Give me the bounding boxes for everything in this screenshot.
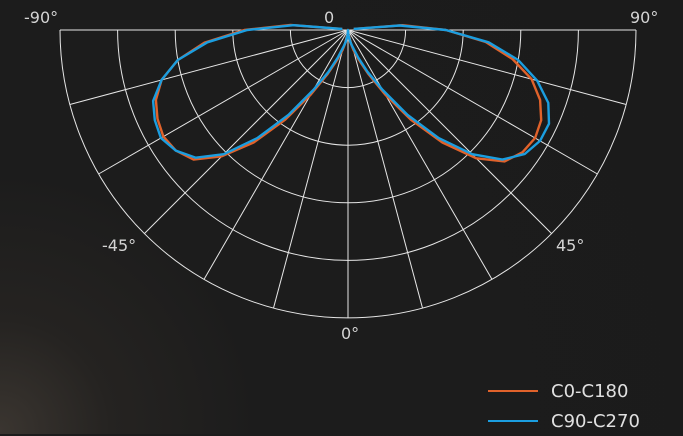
legend-swatch-c0-c180 bbox=[488, 390, 538, 392]
grid-spoke-m75 bbox=[69, 29, 349, 106]
grid-spoke-60 bbox=[347, 29, 598, 175]
tick-label-bottom: 0° bbox=[341, 324, 359, 343]
grid-spoke-30 bbox=[347, 29, 493, 280]
grid-spoke-75 bbox=[347, 29, 627, 106]
grid-spoke-m15 bbox=[272, 29, 349, 309]
legend-item-c90-c270: C90-C270 bbox=[488, 406, 640, 436]
grid-spoke-45 bbox=[347, 29, 553, 235]
polar-grid bbox=[59, 29, 637, 319]
tick-label-lower-left: -45° bbox=[102, 236, 136, 255]
tick-label-top-center: 0 bbox=[324, 8, 334, 27]
tick-label-lower-right: 45° bbox=[556, 236, 584, 255]
polar-series bbox=[151, 23, 551, 163]
grid-spoke-15 bbox=[347, 29, 424, 309]
grid-spoke-m30 bbox=[203, 29, 349, 280]
tick-label-top-right: 90° bbox=[630, 8, 658, 27]
series-curve-1 bbox=[151, 24, 551, 161]
series-curve-0 bbox=[154, 23, 543, 163]
legend-label-c90-c270: C90-C270 bbox=[551, 410, 640, 432]
legend-swatch-c90-c270 bbox=[488, 420, 538, 422]
legend-item-c0-c180: C0-C180 bbox=[488, 376, 640, 406]
legend: C0-C180 C90-C270 bbox=[488, 376, 640, 436]
tick-label-top-left: -90° bbox=[24, 8, 58, 27]
legend-label-c0-c180: C0-C180 bbox=[551, 380, 629, 402]
grid-spoke-m45 bbox=[143, 29, 349, 235]
grid-spoke-m60 bbox=[98, 29, 349, 175]
